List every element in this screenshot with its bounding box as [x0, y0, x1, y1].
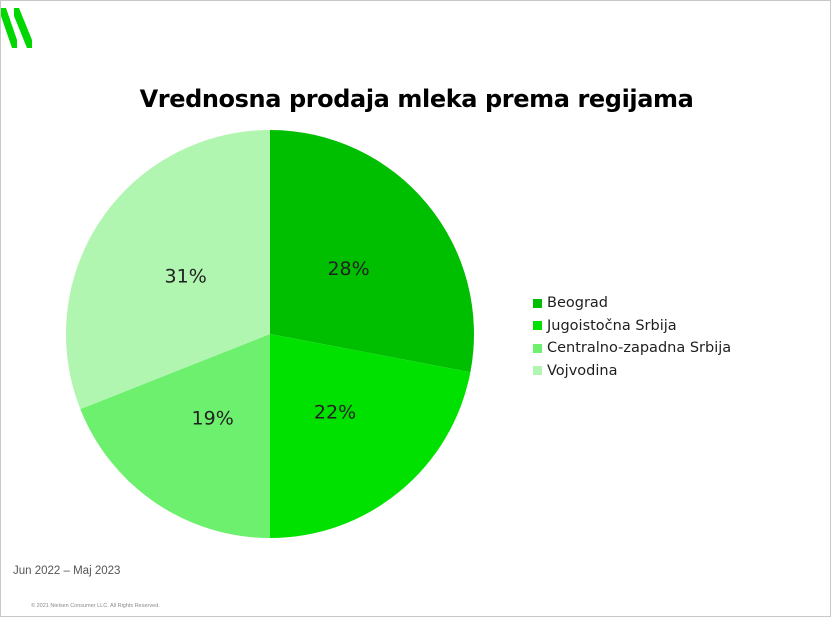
pie-slice-label: 19% — [192, 407, 234, 429]
nielsen-stripes-logo-icon — [1, 8, 32, 48]
pie-slice-label: 22% — [314, 402, 356, 424]
legend-item-beograd: Beograd — [533, 292, 731, 315]
legend-swatch — [533, 298, 542, 308]
legend-swatch — [533, 366, 542, 376]
pie-slice-label: 28% — [327, 258, 369, 280]
pie-slice-label: 31% — [165, 266, 207, 288]
pie-slice-centralno-zapadna-srbija — [80, 334, 271, 538]
legend-label: Vojvodina — [547, 362, 618, 379]
legend-label: Centralno-zapadna Srbija — [547, 340, 732, 357]
period-label: Jun 2022 – Maj 2023 — [13, 565, 121, 577]
chart-legend: Beograd Jugoistočna Srbija Centralno-zap… — [533, 292, 731, 382]
pie-slice-beograd — [270, 130, 474, 373]
legend-label: Beograd — [547, 295, 608, 312]
pie-slice-jugoisto-na-srbija — [270, 334, 471, 538]
pie-slice-vojvodina — [66, 130, 271, 410]
copyright-notice: © 2021 Nielsen Consumer LLC. All Rights … — [31, 603, 160, 609]
legend-swatch — [533, 343, 542, 353]
chart-title: Vrednosna prodaja mleka prema regijama — [139, 85, 694, 113]
legend-label: Jugoistočna Srbija — [547, 317, 677, 334]
legend-item-jugoistocna-srbija: Jugoistočna Srbija — [533, 315, 731, 338]
legend-swatch — [533, 321, 542, 331]
legend-item-centralno-zapadna-srbija: Centralno-zapadna Srbija — [533, 337, 731, 360]
legend-item-vojvodina: Vojvodina — [533, 360, 731, 383]
